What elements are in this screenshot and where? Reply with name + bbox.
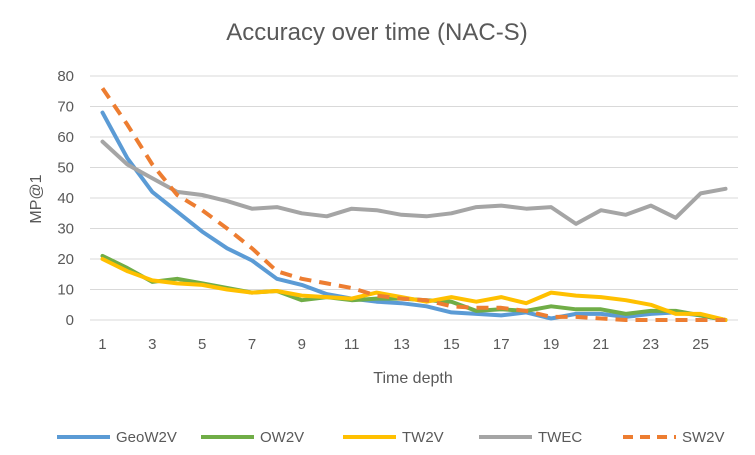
x-tick-label: 3 (148, 336, 156, 353)
series-line-sw2v (100, 87, 726, 322)
y-tick-label: 60 (57, 129, 74, 146)
series-line-twec (100, 139, 728, 226)
y-tick-label: 30 (57, 221, 74, 238)
legend-label-geow2v: GeoW2V (116, 429, 177, 446)
x-tick-label: 15 (443, 336, 460, 353)
x-tick-label: 19 (543, 336, 560, 353)
legend-label-tw2v: TW2V (402, 429, 444, 446)
y-tick-label: 40 (57, 190, 74, 207)
x-tick-label: 13 (393, 336, 410, 353)
y-tick-label: 0 (66, 312, 74, 329)
y-tick-label: 20 (57, 251, 74, 268)
y-axis-ticks: 0 10 20 30 40 50 60 70 80 (57, 68, 74, 329)
x-tick-label: 7 (248, 336, 256, 353)
x-tick-label: 9 (298, 336, 306, 353)
x-axis-ticks: 1 3 5 7 9 11 13 15 17 19 21 23 25 (98, 336, 709, 353)
x-tick-label: 5 (198, 336, 206, 353)
y-tick-label: 50 (57, 160, 74, 177)
y-tick-label: 10 (57, 282, 74, 299)
legend: GeoW2V OW2V TW2V TWEC SW2V (57, 429, 725, 446)
chart-title: Accuracy over time (NAC-S) (226, 19, 527, 46)
legend-label-twec: TWEC (538, 429, 582, 446)
y-tick-label: 70 (57, 99, 74, 116)
x-tick-label: 11 (344, 336, 360, 353)
x-tick-label: 1 (98, 336, 106, 353)
series-line-geow2v (100, 110, 728, 322)
series-line-tw2v (100, 257, 728, 322)
x-tick-label: 21 (593, 336, 610, 353)
series-line-ow2v (100, 253, 728, 322)
x-axis-label: Time depth (373, 370, 452, 387)
x-tick-label: 25 (692, 336, 709, 353)
legend-label-sw2v: SW2V (682, 429, 725, 446)
y-tick-label: 80 (57, 68, 74, 85)
series-lines (100, 87, 728, 322)
y-axis-label: MP@1 (28, 174, 45, 223)
legend-label-ow2v: OW2V (260, 429, 304, 446)
x-tick-label: 23 (642, 336, 659, 353)
x-tick-label: 17 (493, 336, 510, 353)
